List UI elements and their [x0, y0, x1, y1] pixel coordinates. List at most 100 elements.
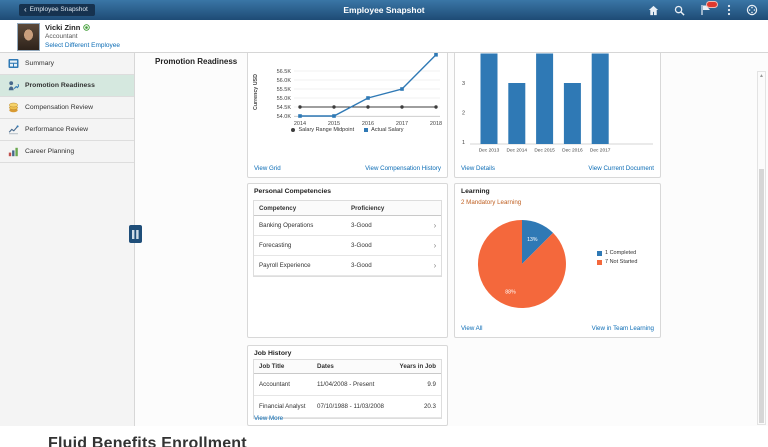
chevron-right-icon: › [433, 240, 437, 250]
view-compensation-history-link[interactable]: View Compensation History [365, 165, 441, 172]
performance-bar-chart: 1 2 3 Dec 2013 Dec 2014 Dec 2015 Dec 2016 Dec 2… [462, 53, 653, 154]
learning-tile: Learning 2 Mandatory Learning 13% 88% 1 C… [454, 183, 661, 338]
view-in-team-learning-link[interactable]: View in Team Learning [591, 325, 654, 332]
select-different-employee-link[interactable]: Select Different Employee [45, 42, 121, 49]
compensation-history-tile: 54.0K 54.5K 55.0K 55.5K 56.0K 56.5K 2014 2015 20… [247, 53, 448, 178]
svg-text:56.0K: 56.0K [277, 78, 292, 84]
summary-icon [8, 58, 19, 69]
employee-header: Vicki Zinn Accountant Select Different E… [0, 20, 768, 53]
sidebar-item-label: Summary [25, 60, 55, 67]
svg-text:3: 3 [462, 81, 465, 87]
view-more-link[interactable]: View More [254, 415, 284, 422]
svg-text:2: 2 [462, 111, 465, 117]
view-details-link[interactable]: View Details [461, 165, 495, 172]
svg-text:13%: 13% [527, 237, 538, 243]
competency-cell: Payroll Experience [259, 262, 311, 269]
view-grid-link[interactable]: View Grid [254, 165, 281, 172]
legend-marker [291, 128, 296, 132]
column-header: Dates [317, 363, 334, 370]
svg-text:54.5K: 54.5K [277, 105, 292, 111]
scrollbar-thumb[interactable] [759, 169, 764, 423]
employee-avatar [17, 23, 40, 51]
years-cell: 9.9 [427, 381, 436, 388]
legend-marker [364, 128, 369, 132]
search-icon[interactable] [674, 5, 685, 16]
sidebar: Summary Promotion Readiness Compensation R… [0, 53, 135, 426]
table-row[interactable]: Forecasting 3-Good › [254, 236, 441, 256]
main-content: Promotion Readiness 54.0K 54.5K 55.0K 55.5K… [135, 53, 768, 426]
competency-cell: Banking Operations [259, 222, 314, 229]
performance-documents-tile: 1 2 3 Dec 2013 Dec 2014 Dec 2015 Dec 2016 Dec 2… [454, 53, 661, 178]
sidebar-collapse-handle[interactable] [129, 225, 142, 243]
sidebar-item-promotion-readiness[interactable]: Promotion Readiness [0, 75, 134, 97]
dates-cell: 07/10/1988 - 11/03/2008 [317, 403, 384, 410]
svg-text:54.0K: 54.0K [277, 114, 292, 120]
personal-competencies-tile: Personal Competencies Competency Proficie… [247, 183, 448, 338]
performance-review-icon [8, 124, 19, 135]
table-row: Financial Analyst 07/10/1988 - 11/03/2008… [254, 396, 441, 418]
svg-text:2016: 2016 [362, 121, 374, 126]
svg-text:88%: 88% [505, 290, 516, 296]
header-actions [648, 0, 758, 20]
promotion-readiness-icon [8, 80, 19, 91]
competency-cell: Forecasting [259, 242, 292, 249]
employee-name: Vicki Zinn [45, 23, 81, 32]
sidebar-item-career-planning[interactable]: Career Planning [0, 141, 134, 163]
view-all-link[interactable]: View All [461, 325, 483, 332]
svg-text:55.5K: 55.5K [277, 87, 292, 93]
navbar-icon[interactable] [746, 4, 758, 16]
legend-item: 1 Completed [597, 250, 637, 256]
employee-job-title: Accountant [45, 33, 78, 40]
svg-text:1: 1 [462, 140, 465, 146]
svg-text:Dec 2016: Dec 2016 [562, 148, 583, 154]
more-options-icon[interactable] [727, 4, 731, 16]
vertical-scrollbar[interactable]: ▲ [757, 71, 766, 425]
svg-text:56.5K: 56.5K [277, 69, 292, 75]
svg-text:Dec 2017: Dec 2017 [590, 148, 611, 154]
svg-text:2015: 2015 [328, 121, 340, 126]
notification-badge [706, 1, 718, 8]
learning-pie-chart: 13% 88% [477, 219, 566, 308]
sidebar-item-label: Career Planning [25, 148, 75, 155]
sidebar-item-label: Performance Review [25, 126, 89, 133]
table-row[interactable]: Banking Operations 3-Good › [254, 216, 441, 236]
table-row[interactable]: Payroll Experience 3-Good › [254, 256, 441, 276]
tile-title: Personal Competencies [254, 188, 332, 195]
legend-marker [597, 259, 602, 265]
sidebar-item-performance-review[interactable]: Performance Review [0, 119, 134, 141]
years-cell: 20.3 [423, 403, 436, 410]
job-history-table: Job Title Dates Years in Job Accountant 11/0… [253, 359, 442, 419]
svg-text:Dec 2015: Dec 2015 [534, 148, 555, 154]
table-header: Competency Proficiency [254, 201, 441, 216]
legend-item: Actual Salary [364, 127, 404, 133]
svg-text:2018: 2018 [430, 121, 442, 126]
legend-marker [597, 250, 602, 256]
page-body: Summary Promotion Readiness Compensation R… [0, 53, 768, 426]
view-current-document-link[interactable]: View Current Document [588, 165, 654, 172]
sidebar-item-compensation-review[interactable]: Compensation Review [0, 97, 134, 119]
legend-item: Salary Range Midpoint [291, 127, 354, 133]
legend-item: 7 Not Started [597, 259, 637, 265]
global-header: Employee Snapshot [0, 0, 768, 20]
scrollbar-up-arrow-icon[interactable]: ▲ [759, 73, 764, 79]
chevron-right-icon: › [433, 260, 437, 270]
salary-line-chart: 54.0K 54.5K 55.0K 55.5K 56.0K 56.5K 2014 2015 20… [253, 53, 442, 126]
compensation-review-icon [8, 102, 19, 113]
svg-text:Currency USD: Currency USD [253, 74, 259, 110]
svg-text:2017: 2017 [396, 121, 408, 126]
dates-cell: 11/04/2008 - Present [317, 381, 375, 388]
table-header: Job Title Dates Years in Job [254, 360, 441, 374]
back-chevron-icon: ‹ [24, 5, 27, 14]
sidebar-item-summary[interactable]: Summary [0, 53, 134, 75]
svg-text:55.0K: 55.0K [277, 96, 292, 102]
home-icon[interactable] [648, 5, 659, 16]
back-button[interactable]: ‹ Employee Snapshot [19, 4, 95, 16]
table-row: Accountant 11/04/2008 - Present 9.9 [254, 374, 441, 396]
mandatory-learning-link[interactable]: 2 Mandatory Learning [461, 199, 522, 206]
tile-title: Learning [461, 188, 490, 195]
page-heading: Promotion Readiness [155, 57, 238, 66]
page-title: Employee Snapshot [343, 5, 425, 15]
line-chart-legend: Salary Range Midpoint Actual Salary [248, 127, 447, 133]
notification-flag-icon[interactable] [700, 1, 718, 16]
